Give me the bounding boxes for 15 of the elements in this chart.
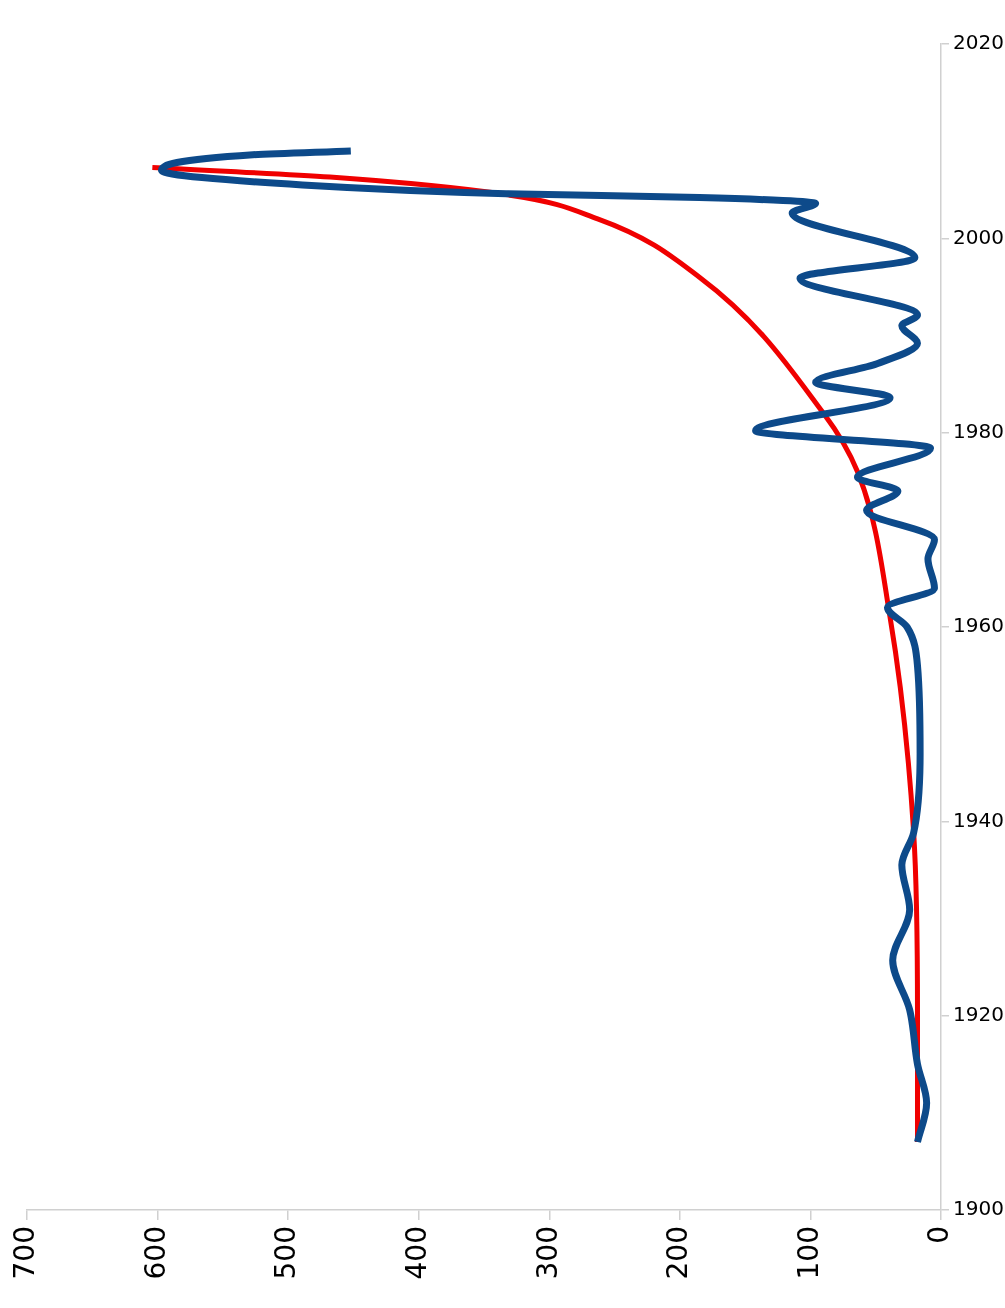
y-tick-label: 2000 xyxy=(953,224,1004,249)
x-tick-label: 200 xyxy=(661,1226,695,1280)
x-tick-label: 100 xyxy=(791,1226,825,1280)
x-tick-label: 400 xyxy=(400,1226,433,1280)
y-tick-label: 1900 xyxy=(953,1196,1004,1221)
x-tick-label: 700 xyxy=(8,1226,42,1280)
x-tick-label: 600 xyxy=(138,1226,172,1280)
x-tick-label: 300 xyxy=(530,1226,564,1280)
y-tick-label: 2020 xyxy=(953,30,1004,55)
y-tick-label: 1920 xyxy=(953,1001,1004,1026)
y-tick-label: 1940 xyxy=(953,807,1004,832)
y-tick-label: 1960 xyxy=(953,613,1004,638)
y-tick-label: 1980 xyxy=(953,418,1004,443)
x-tick-label: 0 xyxy=(922,1226,956,1244)
x-tick-label: 500 xyxy=(269,1226,303,1280)
